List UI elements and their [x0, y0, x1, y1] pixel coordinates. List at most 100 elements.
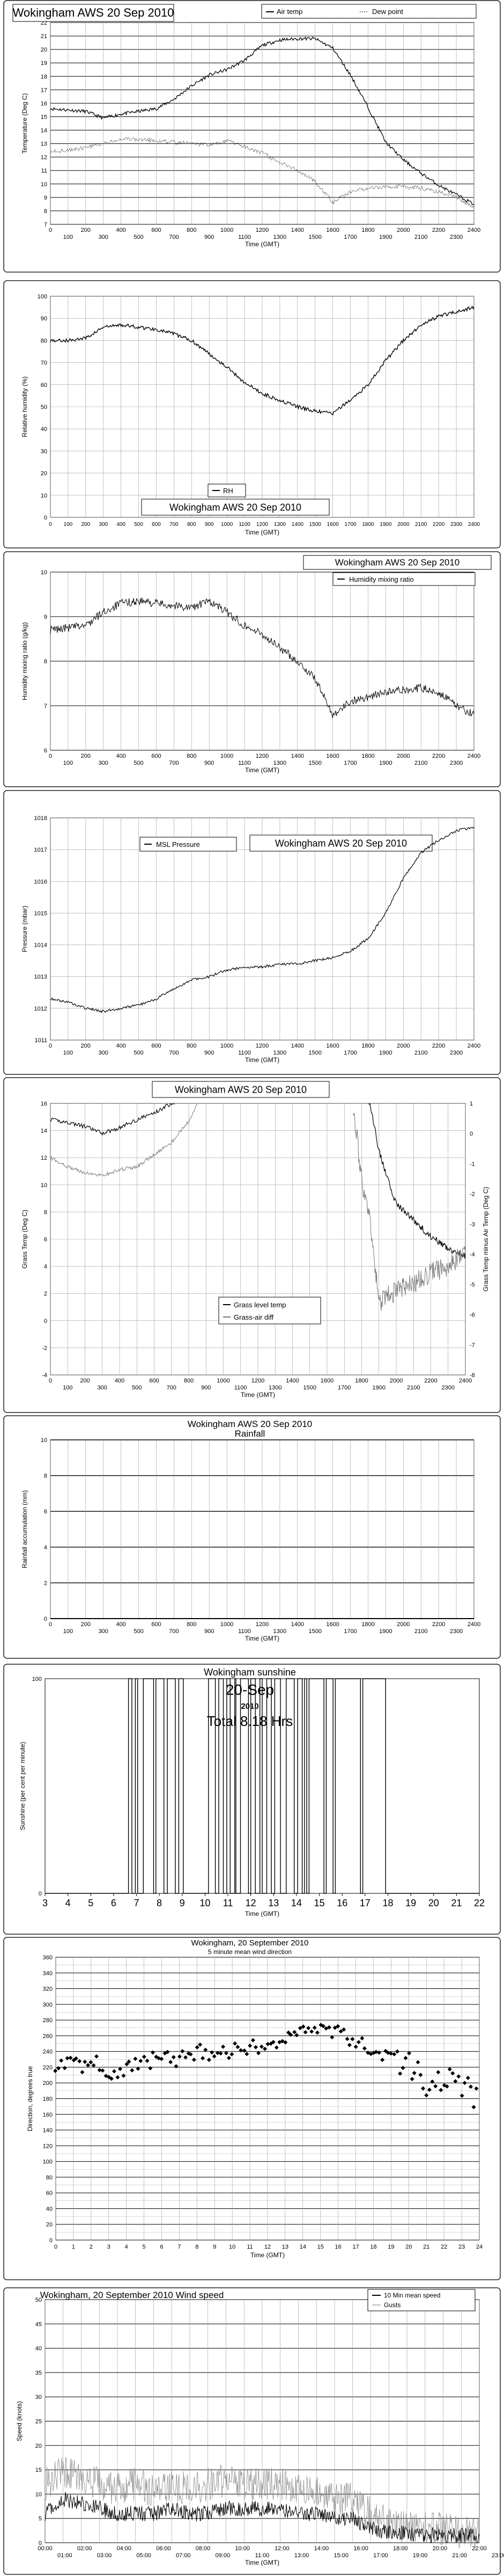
x-tick-label: 1500: [309, 522, 322, 528]
data-point: [360, 2036, 365, 2040]
data-point: [100, 2068, 105, 2073]
data-point: [383, 2048, 388, 2053]
x-tick-label: 300: [99, 1628, 108, 1635]
x-tick-label: 1600: [321, 1378, 333, 1384]
data-point: [259, 2044, 264, 2049]
data-point: [336, 2024, 340, 2029]
x-tick-label: 1400: [291, 227, 304, 233]
x-tick-label: 14: [291, 1898, 302, 1908]
chart-wind-svg: 0 5 10 15 20 25 30 35 40 45 50 00:00 02:00 04:00 06:00…: [3, 2287, 504, 2575]
data-point: [271, 2040, 276, 2044]
chart-dir-svg: 0204060801001201401601802002202402602803…: [3, 1937, 501, 2280]
data-point: [206, 2058, 211, 2062]
x-tick-label: 02:00: [77, 2545, 92, 2552]
y-tick-label: 1014: [34, 942, 47, 949]
y-tick-label: 160: [43, 2112, 53, 2118]
chart-title-box: [152, 1081, 330, 1098]
x-tick-label: 23:00: [492, 2552, 504, 2559]
x-tick-label: 800: [184, 1378, 194, 1384]
x-tick-label: 1100: [238, 234, 251, 240]
data-point: [427, 2088, 432, 2092]
data-point: [433, 2084, 438, 2089]
x-tick-label: 1000: [220, 227, 233, 233]
x-tick-label: 1100: [238, 1628, 251, 1635]
x-tick-label: 09:00: [216, 2552, 231, 2559]
chart-title-box: [141, 499, 330, 516]
data-point: [145, 2059, 150, 2063]
x-tick-label: 0: [49, 522, 52, 528]
x-tick-label: 1900: [380, 522, 392, 528]
x-tick-label: 500: [134, 234, 143, 240]
x-tick-label: 1800: [361, 1043, 374, 1049]
y-tick-label: 180: [43, 2096, 53, 2103]
data-point: [286, 2030, 291, 2035]
x-tick-label: 0: [49, 227, 52, 233]
y-tick-label: 7: [44, 222, 47, 228]
y-tick-label: 21: [41, 33, 47, 40]
x-tick-label: 900: [201, 1385, 211, 1391]
y-tick-label: 10: [41, 1437, 47, 1444]
x-tick-label: 21:00: [452, 2552, 467, 2559]
data-point: [239, 2048, 243, 2053]
x-tick-label: 1500: [309, 1628, 322, 1635]
y-tick-label: 0: [39, 1891, 42, 1897]
x-tick-label: 1600: [327, 522, 339, 528]
x-tick-label: 900: [204, 760, 214, 766]
x-tick-label: 6: [111, 1898, 116, 1908]
x-tick-label: 1200: [256, 227, 269, 233]
x-tick-label: 1900: [379, 1050, 392, 1056]
data-point: [248, 2043, 253, 2048]
x-tick-label: 0: [49, 1378, 52, 1384]
x-tick-label: 20: [405, 2244, 412, 2250]
data-point: [226, 2055, 231, 2060]
data-point: [112, 2069, 116, 2074]
data-point: [288, 2032, 293, 2037]
y-tick-label: -4: [42, 1372, 47, 1379]
x-tick-label: 2300: [450, 760, 463, 766]
data-point: [327, 2025, 331, 2030]
data-point: [77, 2059, 82, 2063]
y-tick-label: 1017: [34, 847, 47, 853]
data-point: [424, 2093, 429, 2098]
y-tick-label: 1015: [34, 910, 47, 917]
y-tick-label: 220: [43, 2065, 53, 2071]
y-tick-label: 45: [35, 2321, 42, 2328]
y-axis-label: Pressure (mbar): [21, 906, 28, 953]
data-point: [439, 2088, 443, 2092]
y-tick-label: -2: [42, 1345, 47, 1351]
legend-box: [139, 837, 237, 852]
x-tick-label: 1700: [344, 760, 357, 766]
x-tick-label: 1600: [326, 753, 339, 759]
data-point: [332, 2025, 337, 2030]
x-tick-label: 12: [264, 2244, 271, 2250]
chart-total: Total 8.18 Hrs: [207, 1713, 293, 1729]
data-point: [83, 2059, 87, 2064]
x-tick-label: 19: [405, 1898, 416, 1908]
data-point: [444, 2084, 449, 2089]
y-axis-label: Humidity mixing ratio (g/kg): [21, 622, 28, 700]
chart-title-box: [303, 555, 492, 570]
chart-date: 20-Sep: [226, 1681, 274, 1698]
x-tick-label: 900: [204, 234, 214, 240]
data-point: [456, 2074, 461, 2079]
data-point: [465, 2075, 470, 2080]
y-tick-label: 1013: [34, 974, 47, 980]
x-tick-label: 1300: [269, 1385, 281, 1391]
x-tick-label: 2300: [450, 522, 463, 528]
x-tick-label: 1600: [326, 1043, 339, 1049]
x-tick-label: 14: [300, 2244, 306, 2250]
data-point: [462, 2081, 467, 2085]
chart-title-box: [12, 4, 174, 22]
x-tick-label: 800: [187, 1043, 196, 1049]
data-point: [309, 2029, 314, 2034]
y-tick-label: 20: [41, 47, 47, 53]
x-tick-label: 13: [268, 1898, 279, 1908]
x-tick-label: 1300: [273, 1628, 286, 1635]
y-tick-label: 6: [44, 748, 47, 754]
x-tick-label: 2400: [468, 753, 480, 759]
y-tick-label: 20: [35, 2443, 42, 2449]
y-tick-label: 2: [44, 1580, 47, 1586]
x-tick-label: 2300: [442, 1385, 455, 1391]
